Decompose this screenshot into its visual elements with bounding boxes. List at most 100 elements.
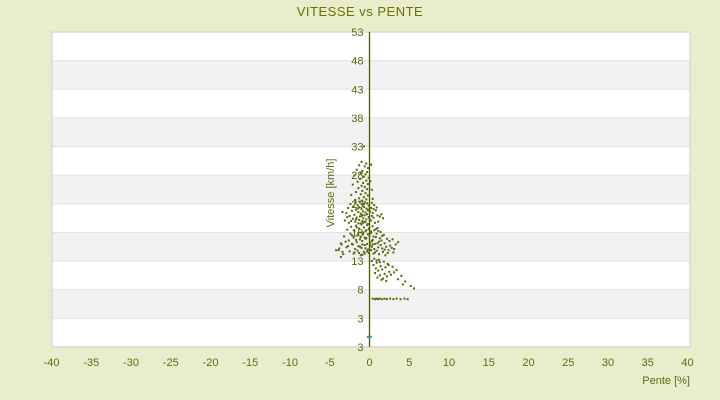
data-point-vitesse-vs-pente xyxy=(372,252,375,255)
data-point-vitesse-vs-pente xyxy=(351,242,354,245)
data-point-vitesse-vs-pente xyxy=(358,200,361,203)
data-point-vitesse-vs-pente xyxy=(350,193,353,196)
data-point-vitesse-vs-pente xyxy=(381,298,384,301)
data-point-vitesse-vs-pente xyxy=(372,263,375,266)
data-point-vitesse-vs-pente xyxy=(393,248,396,251)
data-point-vitesse-vs-pente xyxy=(355,168,358,171)
data-point-vitesse-vs-pente xyxy=(389,273,392,276)
data-point-vitesse-vs-pente xyxy=(379,244,382,247)
data-point-vitesse-vs-pente xyxy=(370,260,373,262)
plot-band xyxy=(52,318,690,347)
y-tick-label: 13 xyxy=(351,256,363,268)
data-point-vitesse-vs-pente xyxy=(365,162,368,165)
y-tick-label: 38 xyxy=(351,113,363,125)
data-point-vitesse-vs-pente xyxy=(366,224,369,227)
data-point-vitesse-vs-pente xyxy=(385,245,388,248)
data-point-vitesse-vs-pente xyxy=(378,258,381,261)
data-point-vitesse-vs-pente xyxy=(347,239,350,242)
data-point-vitesse-vs-pente xyxy=(378,215,381,218)
data-point-vitesse-vs-pente xyxy=(373,229,376,232)
data-point-vitesse-vs-pente xyxy=(397,241,400,244)
data-point-vitesse-vs-pente xyxy=(362,203,365,205)
data-point-vitesse-vs-pente xyxy=(363,165,366,168)
data-point-vitesse-vs-pente xyxy=(374,267,377,270)
data-point-vitesse-vs-pente xyxy=(373,257,376,260)
data-point-vitesse-vs-pente xyxy=(354,224,357,227)
data-point-vitesse-vs-pente xyxy=(361,240,364,243)
data-point-vitesse-vs-pente xyxy=(370,188,373,191)
data-point-vitesse-vs-pente xyxy=(370,245,373,248)
data-point-vitesse-vs-pente xyxy=(374,271,377,274)
data-point-vitesse-vs-pente xyxy=(391,265,394,268)
data-point-vitesse-vs-pente xyxy=(335,249,338,252)
data-point-vitesse-vs-pente xyxy=(363,185,366,188)
data-point-vitesse-vs-pente xyxy=(344,240,347,243)
data-point-vitesse-vs-pente xyxy=(362,181,365,184)
data-point-vitesse-vs-pente xyxy=(370,230,373,233)
data-point-vitesse-vs-pente xyxy=(384,266,387,269)
data-point-vitesse-vs-pente xyxy=(385,279,388,282)
data-point-vitesse-vs-pente xyxy=(369,244,372,247)
data-point-vitesse-vs-pente xyxy=(375,232,378,235)
data-point-vitesse-vs-pente xyxy=(364,237,367,240)
data-point-vitesse-vs-pente xyxy=(374,221,377,224)
data-point-vitesse-vs-pente xyxy=(374,228,377,231)
data-point-vitesse-vs-pente xyxy=(353,174,356,177)
data-point-vitesse-vs-pente xyxy=(362,217,365,220)
data-point-vitesse-vs-pente xyxy=(373,204,376,207)
data-point-vitesse-vs-pente xyxy=(370,219,373,222)
x-tick-label: 15 xyxy=(483,357,495,369)
data-point-vitesse-vs-pente xyxy=(374,251,377,254)
data-point-vitesse-vs-pente xyxy=(359,212,362,215)
data-point-vitesse-vs-pente xyxy=(366,171,369,174)
data-point-vitesse-vs-pente xyxy=(362,210,365,213)
data-point-vitesse-vs-pente xyxy=(369,241,372,244)
data-point-vitesse-vs-pente xyxy=(413,287,416,290)
data-point-vitesse-vs-pente xyxy=(348,214,351,217)
data-point-vitesse-vs-pente xyxy=(363,244,366,247)
data-point-vitesse-vs-pente xyxy=(393,271,396,274)
data-point-vitesse-vs-pente xyxy=(404,280,407,283)
data-point-vitesse-vs-pente xyxy=(356,207,359,210)
x-axis-title: Pente [%] xyxy=(642,375,690,387)
data-point-vitesse-vs-pente xyxy=(361,243,364,246)
data-point-vitesse-vs-pente xyxy=(362,145,365,148)
y-tick-label: 3 xyxy=(357,313,363,325)
x-tick-label: 5 xyxy=(406,357,412,369)
data-point-vitesse-vs-pente xyxy=(370,206,373,209)
data-point-vitesse-vs-pente xyxy=(367,204,370,207)
data-point-vitesse-vs-pente xyxy=(356,249,359,252)
x-tick-label: 20 xyxy=(522,357,534,369)
data-point-vitesse-vs-pente xyxy=(352,252,355,255)
data-point-vitesse-vs-pente xyxy=(370,232,373,235)
data-point-vitesse-vs-pente xyxy=(362,233,365,236)
data-point-vitesse-vs-pente xyxy=(359,236,362,239)
data-point-vitesse-vs-pente xyxy=(383,242,386,245)
data-point-vitesse-vs-pente xyxy=(394,243,397,246)
data-point-vitesse-vs-pente xyxy=(357,187,360,190)
data-point-vitesse-vs-pente xyxy=(355,226,358,229)
plot-band xyxy=(52,146,690,176)
x-tick-label: -20 xyxy=(203,357,219,369)
data-point-vitesse-vs-pente xyxy=(378,261,381,264)
data-point-vitesse-vs-pente xyxy=(353,251,356,254)
y-tick-label: 53 xyxy=(351,27,363,39)
data-point-vitesse-vs-pente xyxy=(368,226,371,229)
data-point-vitesse-vs-pente xyxy=(377,229,380,232)
data-point-vitesse-vs-pente xyxy=(360,223,363,226)
data-point-vitesse-vs-pente xyxy=(406,298,409,301)
data-point-vitesse-vs-pente xyxy=(358,215,361,218)
data-point-vitesse-vs-pente xyxy=(363,236,366,239)
data-point-vitesse-vs-pente xyxy=(379,230,382,233)
data-point-vitesse-vs-pente xyxy=(374,236,377,239)
data-point-vitesse-vs-pente xyxy=(361,189,364,192)
data-point-vitesse-vs-pente xyxy=(397,278,400,281)
data-point-vitesse-vs-pente xyxy=(388,240,391,243)
data-point-vitesse-vs-pente xyxy=(361,253,364,256)
data-point-vitesse-vs-pente xyxy=(385,298,388,301)
data-point-vitesse-vs-pente xyxy=(382,233,385,236)
data-point-vitesse-vs-pente xyxy=(371,238,374,241)
data-point-vitesse-vs-pente xyxy=(354,248,357,251)
data-point-vitesse-vs-pente xyxy=(400,274,403,277)
data-point-vitesse-vs-pente xyxy=(350,225,353,228)
